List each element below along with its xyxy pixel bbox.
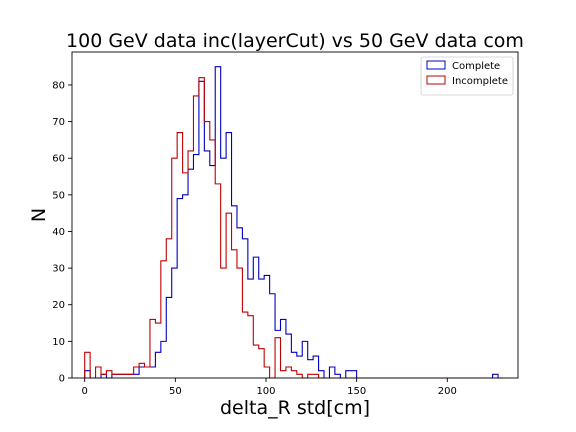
y-tick-label-40: 40 bbox=[52, 227, 65, 238]
y-tick-label-30: 30 bbox=[52, 264, 65, 275]
axes-frame bbox=[71, 51, 519, 379]
x-tick-label-50: 50 bbox=[169, 386, 182, 397]
legend: Complete Incomplete bbox=[420, 56, 514, 96]
x-tick-label-100: 100 bbox=[256, 386, 275, 397]
legend-label-incomplete: Incomplete bbox=[452, 76, 508, 87]
y-tick-label-0: 0 bbox=[59, 374, 65, 385]
plot-area: 0 50 100 150 200 0 10 20 30 40 50 60 70 80 bbox=[52, 51, 519, 397]
y-tick-label-60: 60 bbox=[52, 154, 65, 165]
legend-label-complete: Complete bbox=[452, 61, 500, 72]
legend-swatch-complete bbox=[426, 60, 446, 70]
x-tick-label-150: 150 bbox=[347, 386, 366, 397]
chart-title: 100 GeV data inc(layerCut) vs 50 GeV dat… bbox=[66, 30, 524, 52]
y-tick-label-10: 10 bbox=[52, 337, 65, 348]
x-tick-label-200: 200 bbox=[438, 386, 457, 397]
legend-frame bbox=[420, 56, 514, 96]
y-tick-label-80: 80 bbox=[52, 80, 65, 91]
series-complete-step-line bbox=[84, 66, 504, 379]
y-axis-title: N bbox=[28, 208, 50, 222]
x-axis-title: delta_R std[cm] bbox=[220, 397, 370, 419]
series-incomplete-step-line bbox=[84, 77, 504, 379]
x-tick-label-0: 0 bbox=[82, 386, 88, 397]
legend-swatch-incomplete bbox=[426, 75, 446, 85]
y-tick-label-20: 20 bbox=[52, 300, 65, 311]
y-tick-label-50: 50 bbox=[52, 190, 65, 201]
y-tick-label-70: 70 bbox=[52, 117, 65, 128]
